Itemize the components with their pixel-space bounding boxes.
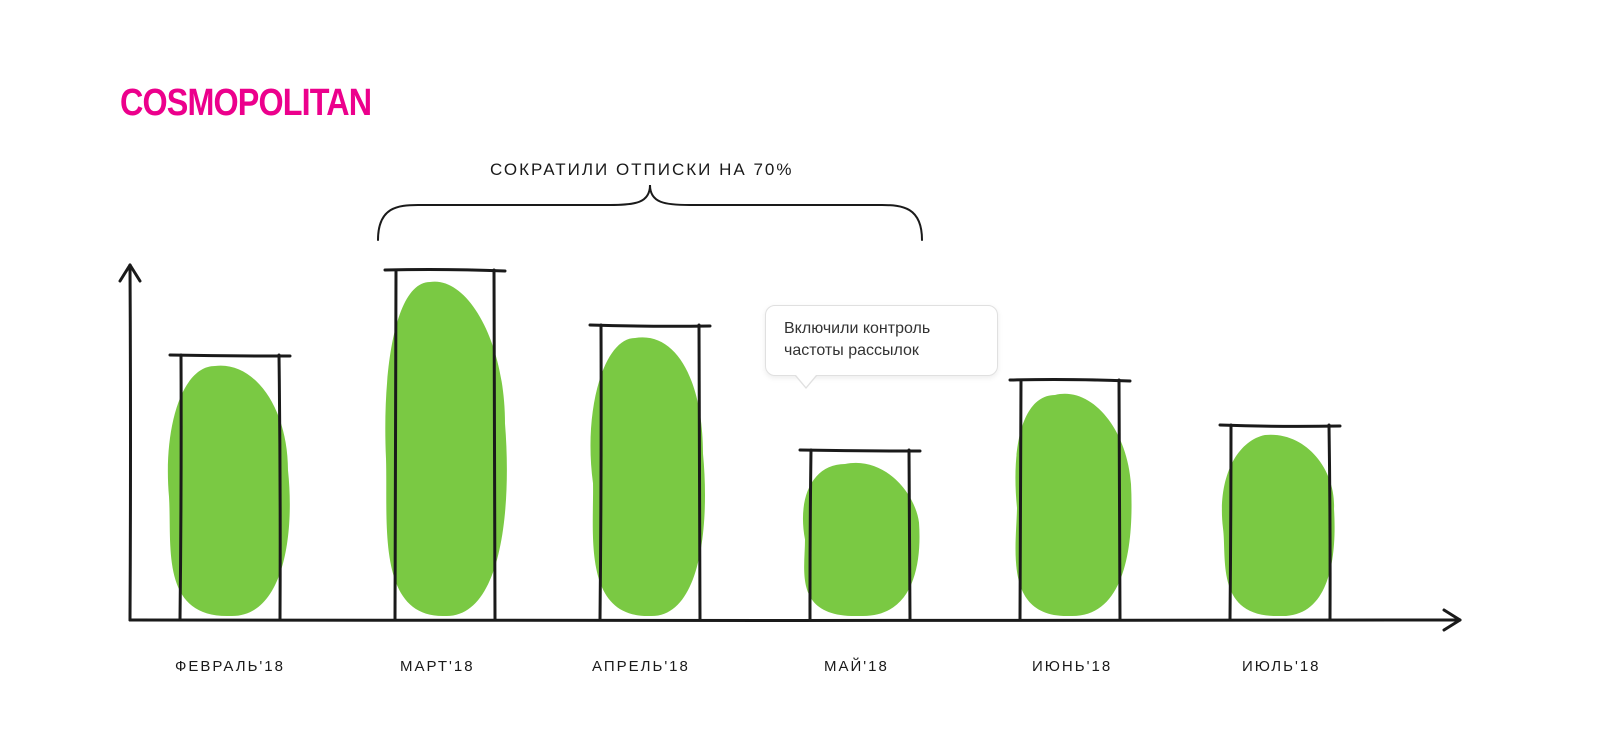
bar-outline-left-3 bbox=[810, 450, 811, 620]
bar-fill-0 bbox=[168, 366, 290, 616]
x-label-5: ИЮЛЬ'18 bbox=[1242, 658, 1321, 675]
x-axis bbox=[130, 620, 1460, 621]
annotation-text: СОКРАТИЛИ ОТПИСКИ НА 70% bbox=[490, 160, 790, 180]
bar-fill-4 bbox=[1015, 394, 1131, 616]
y-axis bbox=[130, 265, 131, 620]
bar-outline-top-3 bbox=[800, 450, 920, 451]
bar-outline-right-0 bbox=[279, 355, 280, 620]
x-label-0: ФЕВРАЛЬ'18 bbox=[175, 658, 285, 675]
bar-outline-left-5 bbox=[1230, 425, 1231, 620]
bar-outline-top-5 bbox=[1220, 425, 1340, 426]
x-label-2: АПРЕЛЬ'18 bbox=[592, 658, 690, 675]
bar-outline-right-4 bbox=[1119, 380, 1120, 620]
bar-outline-right-5 bbox=[1329, 425, 1330, 620]
bar-outline-left-4 bbox=[1020, 380, 1021, 620]
x-label-1: МАРТ'18 bbox=[400, 658, 475, 675]
bar-outline-right-1 bbox=[494, 270, 495, 620]
bar-outline-right-2 bbox=[699, 325, 700, 620]
brand-logo: COSMOPOLITAN bbox=[120, 82, 371, 125]
bar-outline-top-4 bbox=[1010, 380, 1130, 381]
bar-fill-3 bbox=[803, 463, 920, 616]
bar-outline-top-1 bbox=[385, 270, 505, 271]
bar-outline-left-2 bbox=[600, 325, 601, 620]
bar-outline-left-1 bbox=[395, 270, 396, 620]
bar-fill-5 bbox=[1222, 435, 1335, 616]
bar-fill-2 bbox=[590, 337, 705, 616]
bar-outline-left-0 bbox=[180, 355, 181, 620]
bar-outline-top-2 bbox=[590, 325, 710, 326]
curly-brace bbox=[378, 185, 922, 240]
bar-outline-top-0 bbox=[170, 355, 290, 356]
tooltip-bubble: Включили контроль частоты рассылок bbox=[765, 305, 998, 376]
bar-outline-right-3 bbox=[909, 450, 910, 620]
bar-fill-1 bbox=[385, 282, 507, 616]
tooltip-line2: частоты рассылок bbox=[784, 340, 979, 362]
tooltip-line1: Включили контроль bbox=[784, 318, 979, 340]
x-label-4: ИЮНЬ'18 bbox=[1032, 658, 1112, 675]
x-label-3: МАЙ'18 bbox=[824, 658, 889, 675]
